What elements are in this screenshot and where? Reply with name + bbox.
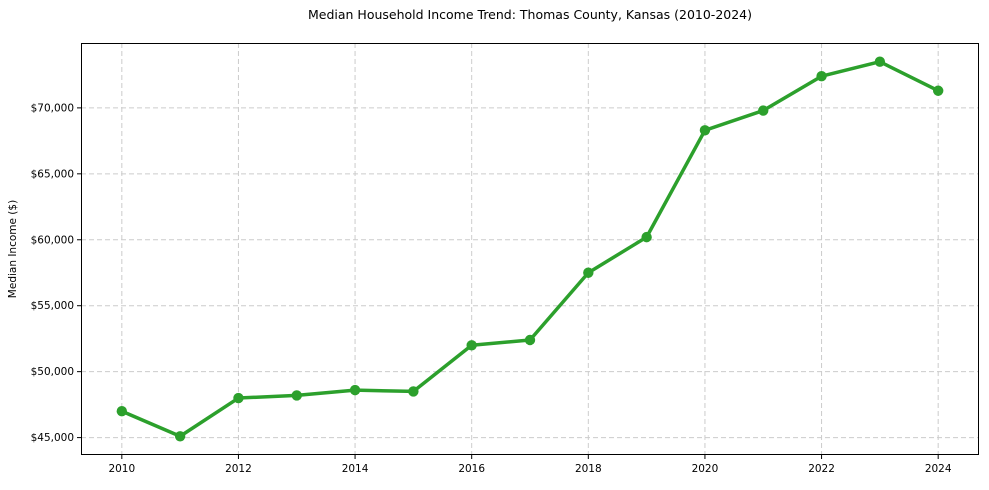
data-point bbox=[174, 431, 186, 442]
data-point bbox=[291, 390, 302, 401]
y-tick-label: $45,000 bbox=[31, 432, 74, 444]
data-point bbox=[758, 105, 769, 116]
y-tick-label: $60,000 bbox=[31, 234, 74, 246]
data-point bbox=[641, 231, 652, 243]
x-tick-label: 2010 bbox=[108, 463, 135, 475]
x-tick-label: 2024 bbox=[925, 463, 952, 475]
chart-title: Median Household Income Trend: Thomas Co… bbox=[307, 7, 753, 22]
x-tick-label: 2016 bbox=[458, 463, 485, 475]
data-point bbox=[349, 384, 361, 396]
trend-line bbox=[120, 59, 940, 439]
data-point bbox=[524, 334, 536, 346]
x-tick-label: 2022 bbox=[808, 463, 835, 475]
data-point bbox=[583, 267, 594, 278]
data-point bbox=[932, 85, 944, 96]
x-tick-label: 2018 bbox=[575, 463, 602, 475]
data-point bbox=[233, 392, 244, 404]
data-point bbox=[699, 125, 711, 136]
y-axis-label: Median Income ($) bbox=[7, 199, 19, 299]
x-tick-label: 2020 bbox=[692, 463, 719, 475]
plot-border bbox=[81, 43, 979, 455]
data-point bbox=[816, 71, 827, 82]
y-tick-label: $55,000 bbox=[31, 300, 74, 312]
y-tick-label: $70,000 bbox=[31, 102, 74, 114]
x-tick-label: 2014 bbox=[342, 463, 369, 475]
y-tick-label: $50,000 bbox=[31, 366, 74, 378]
data-point bbox=[874, 56, 886, 67]
data-point bbox=[408, 386, 419, 397]
x-tick-label: 2012 bbox=[225, 463, 252, 475]
y-tick-label: $65,000 bbox=[31, 168, 74, 180]
data-point bbox=[466, 340, 477, 351]
data-point bbox=[116, 406, 128, 417]
